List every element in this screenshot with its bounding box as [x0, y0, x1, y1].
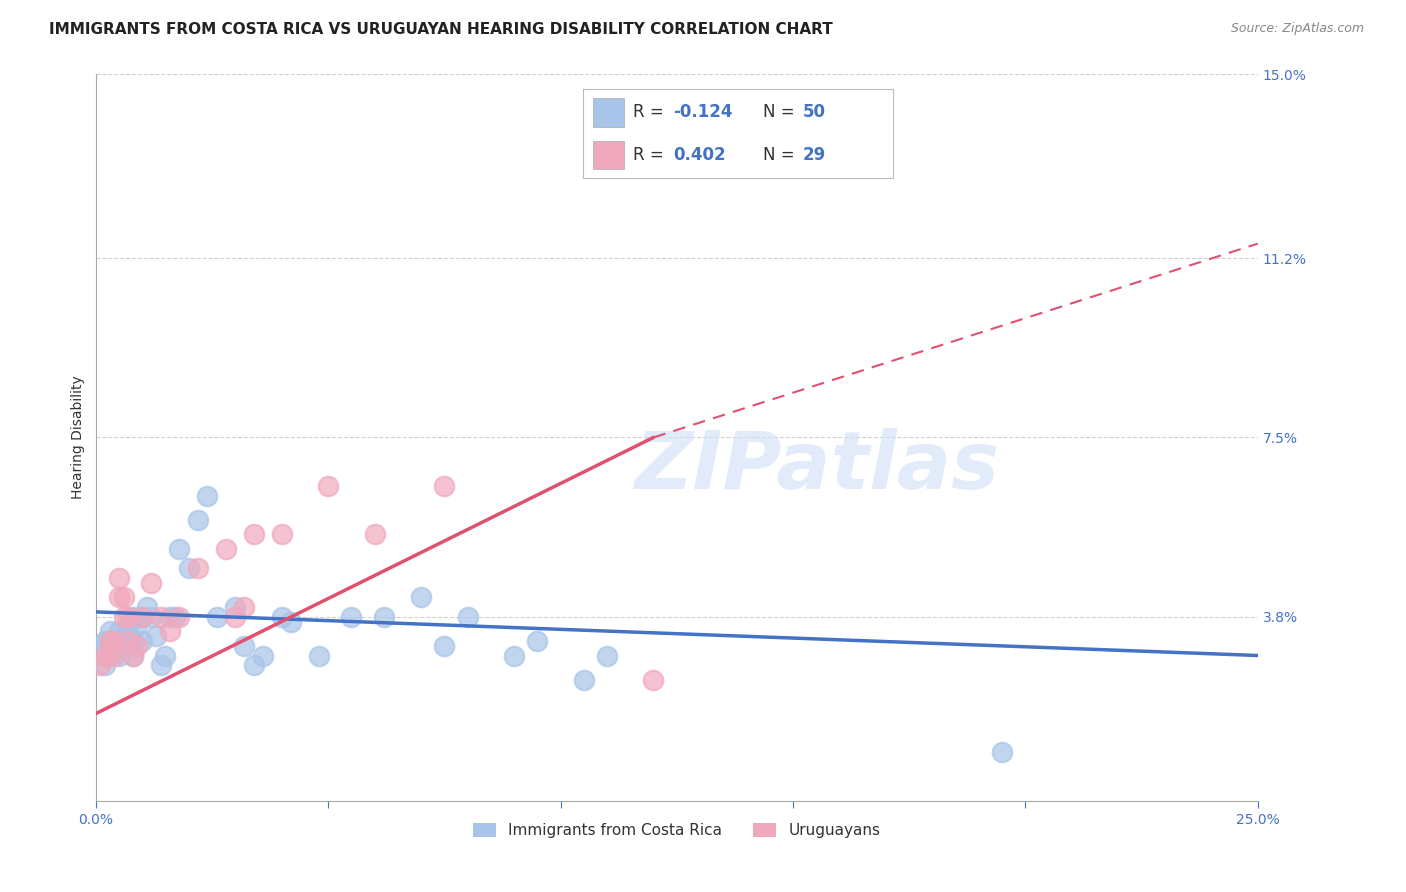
Point	[373, 609, 395, 624]
Point	[340, 609, 363, 624]
Point	[187, 561, 209, 575]
Point	[169, 609, 191, 624]
Point	[457, 609, 479, 624]
Point	[103, 634, 125, 648]
Point	[108, 591, 131, 605]
Point	[131, 609, 153, 624]
Point	[103, 634, 125, 648]
Point	[242, 527, 264, 541]
Point	[187, 513, 209, 527]
Point	[316, 479, 339, 493]
Point	[121, 648, 143, 663]
Point	[991, 746, 1014, 760]
Point	[103, 643, 125, 657]
Point	[94, 648, 117, 663]
Point	[308, 648, 330, 663]
Point	[127, 619, 149, 633]
Text: IMMIGRANTS FROM COSTA RICA VS URUGUAYAN HEARING DISABILITY CORRELATION CHART: IMMIGRANTS FROM COSTA RICA VS URUGUAYAN …	[49, 22, 832, 37]
Point	[503, 648, 526, 663]
Point	[98, 648, 121, 663]
Point	[163, 609, 186, 624]
Point	[215, 541, 238, 556]
Point	[108, 648, 131, 663]
Point	[195, 489, 218, 503]
Point	[98, 634, 121, 648]
Point	[177, 561, 200, 575]
Point	[159, 624, 181, 639]
Point	[131, 609, 153, 624]
Text: Source: ZipAtlas.com: Source: ZipAtlas.com	[1230, 22, 1364, 36]
Point	[242, 658, 264, 673]
Point	[145, 629, 167, 643]
Point	[363, 527, 385, 541]
Point	[155, 648, 177, 663]
Text: R =: R =	[633, 146, 669, 164]
Point	[121, 648, 143, 663]
Point	[159, 609, 181, 624]
Point	[572, 673, 595, 687]
Point	[108, 624, 131, 639]
Point	[121, 634, 143, 648]
Point	[270, 527, 292, 541]
Point	[433, 479, 456, 493]
Point	[112, 639, 135, 653]
Point	[98, 643, 121, 657]
Point	[98, 624, 121, 639]
Point	[169, 541, 191, 556]
Point	[117, 629, 139, 643]
Point	[117, 609, 139, 624]
Point	[89, 639, 111, 653]
Point	[141, 609, 163, 624]
Text: N =: N =	[763, 103, 800, 121]
Point	[108, 571, 131, 585]
Point	[89, 658, 111, 673]
Point	[112, 591, 135, 605]
Point	[252, 648, 274, 663]
Bar	[593, 141, 624, 169]
Point	[117, 619, 139, 633]
Point	[233, 600, 256, 615]
Point	[108, 639, 131, 653]
Point	[94, 658, 117, 673]
Legend: Immigrants from Costa Rica, Uruguayans: Immigrants from Costa Rica, Uruguayans	[467, 817, 886, 844]
Point	[280, 615, 302, 629]
Point	[643, 673, 665, 687]
Point	[127, 639, 149, 653]
Point	[94, 634, 117, 648]
Text: -0.124: -0.124	[673, 103, 733, 121]
Point	[121, 609, 143, 624]
Point	[409, 591, 432, 605]
Text: R =: R =	[633, 103, 669, 121]
Bar	[593, 98, 624, 127]
Point	[112, 629, 135, 643]
Text: N =: N =	[763, 146, 800, 164]
Point	[224, 609, 246, 624]
Text: ZIPatlas: ZIPatlas	[634, 427, 998, 506]
Point	[149, 609, 172, 624]
Point	[117, 634, 139, 648]
Point	[270, 609, 292, 624]
Point	[98, 634, 121, 648]
Point	[149, 658, 172, 673]
Text: 29: 29	[803, 146, 827, 164]
Text: 0.402: 0.402	[673, 146, 725, 164]
Point	[141, 575, 163, 590]
Point	[596, 648, 619, 663]
Point	[131, 634, 153, 648]
Point	[233, 639, 256, 653]
Text: 50: 50	[803, 103, 827, 121]
Point	[433, 639, 456, 653]
Point	[224, 600, 246, 615]
Y-axis label: Hearing Disability: Hearing Disability	[72, 376, 86, 500]
Point	[135, 600, 157, 615]
Point	[112, 609, 135, 624]
Point	[205, 609, 228, 624]
Point	[103, 648, 125, 663]
Point	[526, 634, 548, 648]
